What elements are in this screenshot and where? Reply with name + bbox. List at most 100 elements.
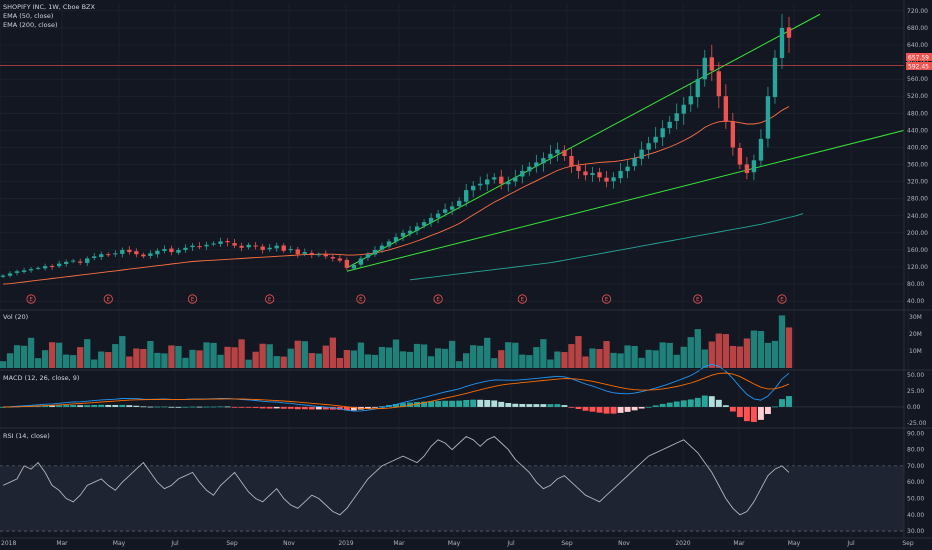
candle-body	[548, 153, 553, 159]
macd-histogram-bar	[168, 406, 175, 408]
candle-body	[688, 96, 693, 105]
volume-bar	[224, 346, 231, 368]
time-tick-label: Mar	[393, 540, 405, 547]
volume-bar	[434, 348, 442, 368]
candle-body	[464, 190, 469, 202]
candle-body	[695, 79, 700, 98]
price-tick-label: 360.00	[907, 162, 928, 169]
earnings-marker	[517, 294, 527, 304]
rsi-path	[2, 435, 790, 516]
time-tick-label: Sep	[226, 540, 238, 547]
candle-body	[534, 162, 539, 167]
macd-histogram-bar	[729, 406, 736, 412]
volume-bar	[427, 356, 435, 368]
candle-body	[246, 244, 251, 248]
macd-histogram-bar	[428, 401, 435, 407]
volume-bar	[701, 349, 708, 368]
time-axis[interactable]: 2018 Mar May Jul Sep Nov 2019 Mar May Jul Sep Nov 20…	[1, 540, 914, 547]
macd-tick-label: -25.00	[907, 420, 927, 427]
volume-bar	[371, 354, 379, 368]
macd-histogram-bar	[554, 404, 561, 407]
candle-body	[499, 176, 504, 184]
candle-body	[709, 57, 714, 71]
candle-body	[660, 128, 665, 138]
candle-body	[85, 258, 90, 263]
price-tick-label: 640.00	[907, 42, 928, 49]
volume-bar	[631, 345, 638, 368]
macd-histogram-bar	[750, 406, 757, 422]
volume-bar	[105, 352, 112, 368]
volume-bar	[399, 351, 407, 368]
macd-histogram-bar	[561, 405, 568, 407]
time-tick-label: Jul	[170, 540, 179, 547]
volume-bar	[133, 348, 140, 368]
volume-bar	[294, 340, 301, 368]
volume-bar	[210, 342, 217, 368]
last-price-text: 657.59	[908, 55, 929, 62]
price-tick-label: 520.00	[907, 93, 928, 100]
candle-body	[28, 269, 34, 271]
macd-histogram-bar	[589, 406, 596, 412]
macd-histogram-bar	[708, 396, 715, 407]
volume-bar	[456, 361, 463, 368]
volume-bar	[126, 356, 133, 368]
candle-body	[597, 172, 602, 178]
macd-histogram-bar	[772, 406, 778, 408]
symbol-title[interactable]: SHOPIFY INC, 1W, Cboe BZX	[3, 3, 95, 11]
candle-body	[723, 96, 729, 122]
volume-bar	[505, 342, 512, 368]
macd-histogram-bar	[400, 403, 406, 407]
macd-histogram-bar	[673, 401, 680, 407]
volume-bar	[175, 345, 182, 368]
candle-body	[113, 253, 118, 255]
volume-bar	[540, 339, 547, 368]
macd-histogram-bar	[617, 406, 624, 413]
macd-histogram-bar	[126, 405, 133, 407]
volume-bar	[477, 345, 484, 368]
price-axis[interactable]: 720.00680.00640.00600.00560.00520.00480.…	[907, 8, 928, 535]
candle-body	[92, 256, 97, 258]
macd-histogram-bar	[56, 405, 63, 407]
candle-body	[449, 206, 455, 210]
macd-histogram-bar	[273, 406, 280, 409]
volume-bar	[603, 341, 610, 368]
rsi-legend[interactable]: RSI (14, close)	[3, 432, 50, 440]
candle-body	[576, 165, 581, 171]
time-tick-label: 2018	[1, 540, 16, 547]
candle-body	[758, 138, 764, 161]
macd-histogram-bar	[322, 406, 329, 410]
candle-body	[639, 149, 644, 159]
macd-legend[interactable]: MACD (12, 26, close, 9)	[3, 374, 80, 382]
candle-body	[288, 249, 293, 251]
macd-histogram-bar	[631, 406, 638, 411]
candle-body	[63, 261, 69, 264]
volume-bar	[617, 353, 624, 368]
macd-histogram-bar	[575, 406, 582, 410]
time-tick-label: Mar	[56, 540, 68, 547]
ema-50-legend[interactable]: EMA (50, close)	[3, 12, 54, 20]
candle-body	[583, 171, 588, 176]
earnings-marker	[26, 294, 36, 304]
volume-bar	[154, 352, 161, 368]
macd-histogram-bar	[98, 404, 105, 407]
volume-bar	[561, 352, 568, 368]
volume-bar	[757, 331, 765, 368]
candle-body	[281, 245, 286, 251]
macd-histogram-bar	[280, 406, 287, 409]
candle-body	[141, 254, 146, 257]
candle-body	[786, 27, 792, 38]
macd-histogram-bar	[393, 403, 399, 407]
volume-legend[interactable]: Vol (20)	[3, 313, 29, 321]
macd-histogram-bar	[519, 403, 526, 407]
ema-200-legend[interactable]: EMA (200, close)	[3, 21, 58, 29]
volume-bar	[364, 354, 372, 368]
macd-histogram-bar	[196, 406, 203, 408]
candle-body	[442, 209, 448, 213]
candle-body	[471, 185, 476, 191]
candle-body	[541, 158, 546, 164]
volume-bar	[736, 346, 744, 368]
candle-body	[400, 232, 406, 237]
